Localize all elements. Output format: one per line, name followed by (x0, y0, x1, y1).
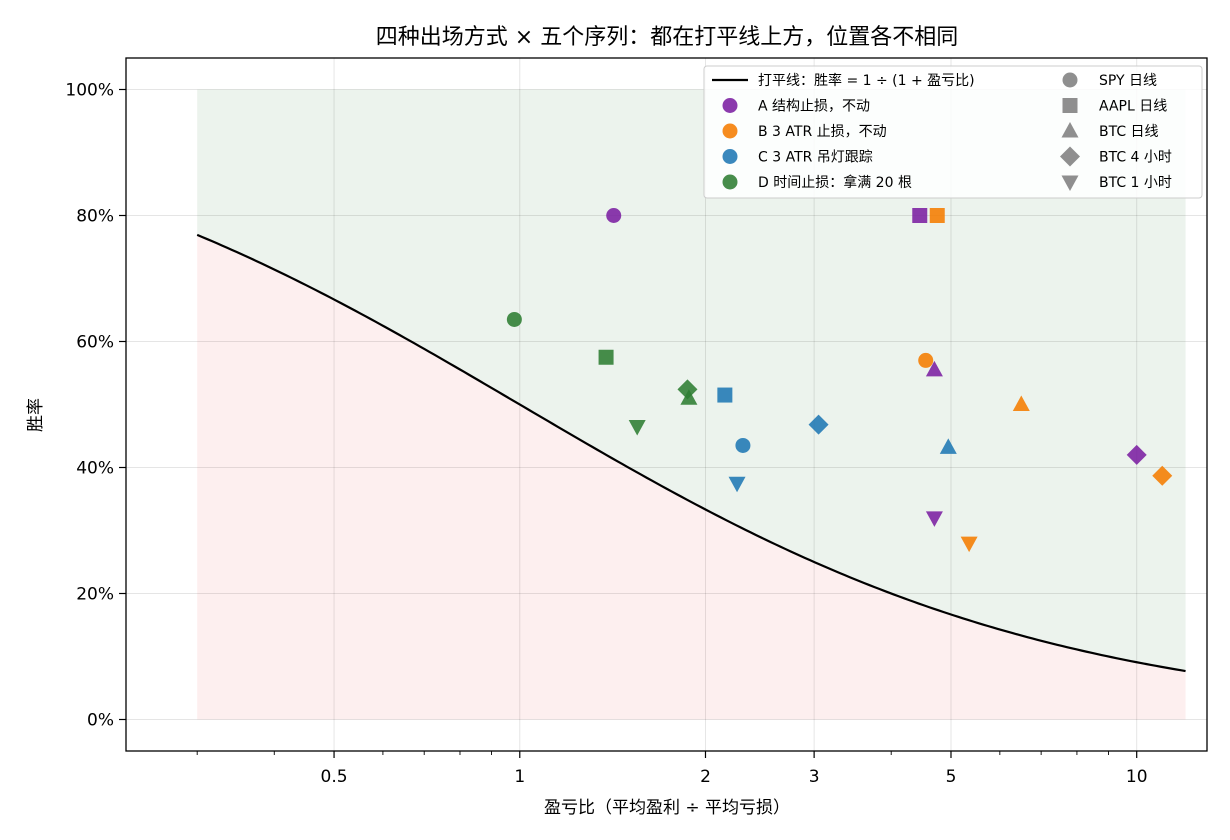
x-tick-label: 1 (514, 767, 525, 787)
legend-series-aapl-swatch (1062, 98, 1078, 113)
point-a-btc1h (925, 511, 943, 527)
point-c-spy (735, 437, 751, 453)
legend-series-btc1h-swatch (1061, 175, 1079, 191)
point-c-btcd (939, 438, 957, 454)
point-a-btcd (925, 360, 943, 377)
legend-method-a-swatch (722, 98, 738, 113)
legend-series-btcd-swatch (1061, 122, 1079, 138)
chart-title: 四种出场方式 × 五个序列：都在打平线上方，位置各不相同 (376, 25, 958, 50)
legend-method-a-label: A 结构止损，不动 (758, 99, 870, 115)
point-d-btc4h (677, 379, 698, 400)
losing-region (197, 234, 1186, 720)
plot-area: 0.5 1 2 3 5 100%20%40%60%80%100% (65, 57, 1208, 787)
x-tick-label: 2 (700, 767, 711, 787)
point-c-btc1h (728, 476, 746, 493)
legend-method-b-swatch (722, 123, 738, 139)
legend-series-spy-swatch (1062, 72, 1078, 88)
point-a-btc4h (1126, 444, 1147, 465)
x-tick-label: 10 (1126, 767, 1148, 787)
legend-series-btc4h-label: BTC 4 小时 (1099, 150, 1172, 166)
y-tick-label: 20% (76, 585, 114, 605)
legend-method-c-label: C 3 ATR 吊灯跟踪 (758, 150, 873, 166)
legend-series-btc1h-label: BTC 1 小时 (1099, 175, 1172, 191)
x-tick-label: 0.5 (321, 767, 348, 787)
legend-method-c-swatch (722, 149, 738, 164)
y-tick-label: 100% (65, 81, 114, 101)
point-b-aapl (929, 208, 945, 223)
legend: 打平线：胜率 = 1 ÷ (1 + 盈亏比) A 结构止损，不动 B 3 ATR 止… (703, 65, 1203, 199)
y-tick-label: 40% (76, 459, 114, 479)
y-tick-label: 60% (76, 333, 114, 353)
point-c-aapl (717, 387, 733, 403)
plot-frame (125, 57, 1208, 752)
x-tick-label: 5 (946, 767, 957, 787)
legend-series-spy-label: SPY 日线 (1099, 73, 1157, 89)
y-tick-label: 80% (76, 207, 114, 227)
legend-series-btc4h-swatch (1060, 146, 1080, 167)
point-b-btc1h (960, 536, 978, 553)
x-axis-label: 盈亏比（平均盈利 ÷ 平均亏损） (544, 798, 790, 818)
point-a-spy (606, 208, 622, 223)
y-axis-label: 胜率 (26, 398, 46, 432)
point-b-btcd (1012, 395, 1030, 411)
point-d-aapl (598, 349, 614, 365)
y-tick-label: 0% (87, 711, 114, 731)
breakeven-line (196, 233, 1186, 673)
legend-method-d-label: D 时间止损：拿满 20 根 (758, 174, 912, 191)
x-tick-label: 3 (809, 767, 820, 787)
legend-method-d-swatch (722, 174, 738, 190)
point-b-btc4h (1152, 465, 1173, 486)
point-b-spy (918, 352, 934, 368)
legend-method-b-label: B 3 ATR 止损，不动 (758, 124, 887, 140)
legend-series-btcd-label: BTC 日线 (1099, 124, 1159, 140)
profitable-region (197, 89, 1186, 672)
point-d-spy (506, 311, 522, 327)
point-c-btc4h (808, 414, 829, 435)
legend-breakeven-label: 打平线：胜率 = 1 ÷ (1 + 盈亏比) (758, 72, 975, 89)
point-a-aapl (912, 208, 928, 223)
legend-series-aapl-label: AAPL 日线 (1099, 99, 1167, 115)
point-d-btc1h (628, 420, 646, 436)
